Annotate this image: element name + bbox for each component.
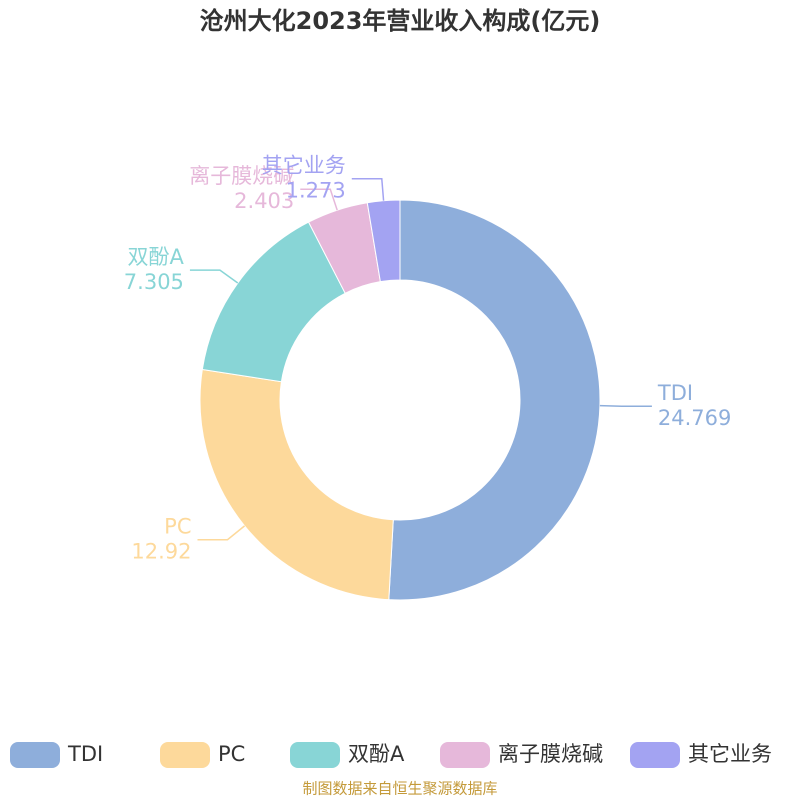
- chart-title: 沧州大化2023年营业收入构成(亿元): [200, 7, 601, 35]
- data-label-value: 12.92: [131, 540, 191, 564]
- data-label-name: 双酚A: [128, 245, 185, 269]
- legend-label: 双酚A: [348, 742, 405, 766]
- source-note: 制图数据来自恒生聚源数据库: [302, 780, 497, 798]
- donut-segment: [388, 199, 601, 601]
- legend-swatch: [630, 742, 680, 768]
- legend-swatch: [290, 742, 340, 768]
- donut-segment: [199, 368, 394, 601]
- leader-line: [197, 525, 246, 541]
- data-label-value: 24.769: [658, 406, 731, 430]
- leader-line: [351, 177, 385, 201]
- legend-label: TDI: [67, 742, 103, 766]
- data-label-name: 离子膜烧碱: [189, 164, 294, 188]
- donut-segment: [366, 199, 401, 283]
- legend-label: PC: [218, 742, 245, 766]
- legend-label: 离子膜烧碱: [498, 742, 603, 766]
- data-label-name: 其它业务: [262, 154, 346, 178]
- leader-line: [189, 269, 239, 284]
- data-label-value: 7.305: [124, 270, 184, 294]
- legend-swatch: [160, 742, 210, 768]
- data-label-name: TDI: [657, 381, 693, 405]
- data-label-value: 2.403: [234, 189, 294, 213]
- data-label-name: PC: [164, 515, 191, 539]
- data-label-value: 1.273: [286, 179, 346, 203]
- legend-swatch: [10, 742, 60, 768]
- legend-label: 其它业务: [688, 742, 772, 766]
- leader-line: [300, 188, 338, 211]
- legend-swatch: [440, 742, 490, 768]
- leader-line: [599, 404, 652, 407]
